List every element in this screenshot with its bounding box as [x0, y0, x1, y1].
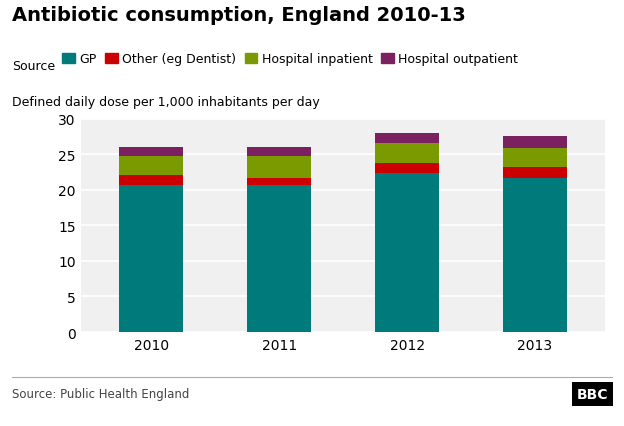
- Bar: [247, 148, 311, 157]
- Bar: [375, 144, 439, 163]
- Bar: [503, 148, 567, 167]
- Bar: [247, 185, 311, 332]
- Bar: [503, 178, 567, 332]
- Text: Source: Source: [12, 60, 56, 72]
- Legend: GP, Other (eg Dentist), Hospital inpatient, Hospital outpatient: GP, Other (eg Dentist), Hospital inpatie…: [62, 53, 518, 66]
- Bar: [503, 137, 567, 148]
- Bar: [119, 185, 183, 332]
- Bar: [375, 174, 439, 332]
- Bar: [375, 163, 439, 174]
- Text: Source: Public Health England: Source: Public Health England: [12, 388, 190, 400]
- Bar: [503, 167, 567, 178]
- Bar: [119, 156, 183, 176]
- Bar: [119, 148, 183, 156]
- Text: Defined daily dose per 1,000 inhabitants per day: Defined daily dose per 1,000 inhabitants…: [12, 96, 320, 109]
- Bar: [375, 133, 439, 144]
- Bar: [119, 176, 183, 185]
- Bar: [247, 157, 311, 178]
- Text: Antibiotic consumption, England 2010-13: Antibiotic consumption, England 2010-13: [12, 6, 466, 25]
- Text: BBC: BBC: [577, 387, 608, 401]
- Bar: [247, 178, 311, 185]
